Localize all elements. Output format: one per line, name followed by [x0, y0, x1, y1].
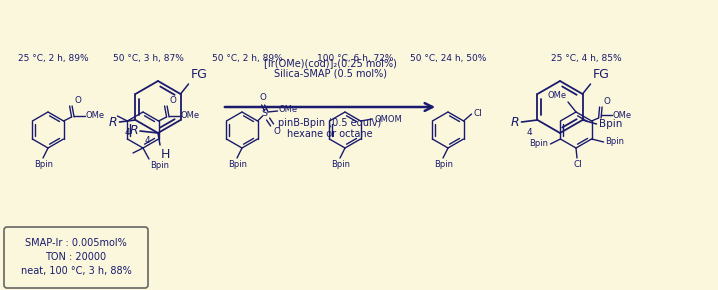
Text: Bpin: Bpin	[529, 139, 549, 148]
Text: O: O	[604, 97, 610, 106]
Text: R: R	[129, 124, 138, 137]
Text: 25 °C, 2 h, 89%: 25 °C, 2 h, 89%	[18, 53, 88, 63]
Text: FG: FG	[190, 68, 208, 81]
Text: pinB-Bpin (0.5 equiv): pinB-Bpin (0.5 equiv)	[279, 118, 382, 128]
Text: H: H	[161, 148, 170, 161]
Text: 100 °C, 6 h, 72%: 100 °C, 6 h, 72%	[317, 53, 393, 63]
Text: 50 °C, 24 h, 50%: 50 °C, 24 h, 50%	[410, 53, 486, 63]
Text: O: O	[259, 93, 266, 102]
Text: OMe: OMe	[85, 111, 105, 121]
Text: 4: 4	[124, 128, 130, 137]
Text: neat, 100 °C, 3 h, 88%: neat, 100 °C, 3 h, 88%	[21, 266, 131, 276]
Text: R: R	[511, 115, 520, 128]
Text: OMe: OMe	[612, 110, 632, 119]
Text: Bpin: Bpin	[228, 160, 248, 169]
Text: O: O	[169, 96, 177, 105]
Text: O: O	[274, 127, 281, 136]
Text: Cl: Cl	[474, 108, 482, 117]
Text: R: R	[109, 115, 118, 128]
Text: OMe: OMe	[279, 106, 298, 115]
Text: Bpin: Bpin	[434, 160, 454, 169]
Text: 4: 4	[145, 136, 151, 145]
Text: 25 °C, 4 h, 85%: 25 °C, 4 h, 85%	[551, 53, 621, 63]
Text: [Ir(OMe)(cod)]₂(0.25 mol%): [Ir(OMe)(cod)]₂(0.25 mol%)	[264, 58, 396, 68]
Text: Bpin: Bpin	[34, 160, 54, 169]
Text: TON : 20000: TON : 20000	[45, 252, 106, 262]
Text: FG: FG	[592, 68, 610, 81]
Text: OMOM: OMOM	[375, 115, 402, 124]
Text: O: O	[75, 96, 81, 105]
Text: S: S	[261, 110, 268, 119]
Text: hexane or octane: hexane or octane	[287, 129, 373, 139]
Text: SMAP-Ir : 0.005mol%: SMAP-Ir : 0.005mol%	[25, 238, 127, 248]
Text: OMe: OMe	[548, 91, 567, 100]
Text: Silica-SMAP (0.5 mol%): Silica-SMAP (0.5 mol%)	[274, 69, 386, 79]
Text: Bpin: Bpin	[332, 160, 350, 169]
Text: Cl: Cl	[574, 160, 582, 169]
Text: Bpin: Bpin	[605, 137, 625, 146]
Text: 50 °C, 2 h, 89%: 50 °C, 2 h, 89%	[212, 53, 282, 63]
Text: 4: 4	[526, 128, 532, 137]
Text: Bpin: Bpin	[599, 119, 622, 129]
Text: Bpin: Bpin	[150, 161, 169, 170]
FancyBboxPatch shape	[4, 227, 148, 288]
Text: 50 °C, 3 h, 87%: 50 °C, 3 h, 87%	[113, 53, 183, 63]
Text: OMe: OMe	[181, 111, 200, 121]
